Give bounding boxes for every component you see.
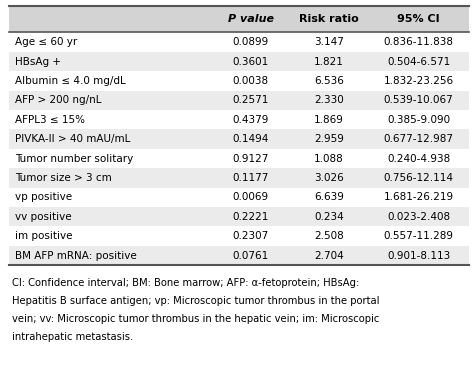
Text: vv positive: vv positive bbox=[15, 212, 72, 222]
Text: 6.639: 6.639 bbox=[314, 192, 344, 202]
Text: Tumor size > 3 cm: Tumor size > 3 cm bbox=[15, 173, 112, 183]
Text: 0.539-10.067: 0.539-10.067 bbox=[384, 95, 454, 105]
Text: 1.821: 1.821 bbox=[314, 57, 344, 66]
Text: vp positive: vp positive bbox=[15, 192, 73, 202]
Text: 0.9127: 0.9127 bbox=[233, 154, 269, 163]
Bar bbox=[9, 32, 469, 52]
Text: Albumin ≤ 4.0 mg/dL: Albumin ≤ 4.0 mg/dL bbox=[15, 76, 126, 86]
Text: HBsAg +: HBsAg + bbox=[15, 57, 61, 66]
Text: 0.2571: 0.2571 bbox=[233, 95, 269, 105]
Text: 6.536: 6.536 bbox=[314, 76, 344, 86]
Text: 1.832-23.256: 1.832-23.256 bbox=[383, 76, 454, 86]
Text: 0.4379: 0.4379 bbox=[233, 115, 269, 125]
Text: BM AFP mRNA: positive: BM AFP mRNA: positive bbox=[15, 251, 137, 260]
Bar bbox=[9, 129, 469, 149]
Text: 0.901-8.113: 0.901-8.113 bbox=[387, 251, 450, 260]
Bar bbox=[9, 226, 469, 246]
Text: 0.0761: 0.0761 bbox=[233, 251, 269, 260]
Text: AFP > 200 ng/nL: AFP > 200 ng/nL bbox=[15, 95, 101, 105]
Text: Risk ratio: Risk ratio bbox=[299, 14, 359, 24]
Text: 0.0069: 0.0069 bbox=[233, 192, 269, 202]
Text: Age ≤ 60 yr: Age ≤ 60 yr bbox=[15, 37, 77, 47]
Bar bbox=[9, 168, 469, 188]
Text: 0.756-12.114: 0.756-12.114 bbox=[383, 173, 454, 183]
Bar bbox=[9, 71, 469, 91]
Bar bbox=[9, 91, 469, 110]
Text: 0.1177: 0.1177 bbox=[233, 173, 269, 183]
Text: 0.1494: 0.1494 bbox=[233, 134, 269, 144]
Bar bbox=[9, 52, 469, 71]
Text: 0.836-11.838: 0.836-11.838 bbox=[383, 37, 454, 47]
Bar bbox=[9, 6, 469, 32]
Text: 1.681-26.219: 1.681-26.219 bbox=[383, 192, 454, 202]
Text: 0.0899: 0.0899 bbox=[233, 37, 269, 47]
Text: 3.147: 3.147 bbox=[314, 37, 344, 47]
Text: 0.677-12.987: 0.677-12.987 bbox=[383, 134, 454, 144]
Text: intrahepatic metastasis.: intrahepatic metastasis. bbox=[12, 332, 133, 342]
Text: Tumor number solitary: Tumor number solitary bbox=[15, 154, 133, 163]
Bar bbox=[9, 188, 469, 207]
Bar bbox=[9, 207, 469, 226]
Text: vein; vv: Microscopic tumor thrombus in the hepatic vein; im: Microscopic: vein; vv: Microscopic tumor thrombus in … bbox=[12, 314, 379, 324]
Text: 0.023-2.408: 0.023-2.408 bbox=[387, 212, 450, 222]
Text: 1.088: 1.088 bbox=[314, 154, 344, 163]
Text: 2.330: 2.330 bbox=[314, 95, 344, 105]
Bar bbox=[9, 246, 469, 265]
Text: PIVKA-II > 40 mAU/mL: PIVKA-II > 40 mAU/mL bbox=[15, 134, 130, 144]
Text: 0.234: 0.234 bbox=[314, 212, 344, 222]
Text: 95% CI: 95% CI bbox=[397, 14, 440, 24]
Text: 0.557-11.289: 0.557-11.289 bbox=[383, 231, 454, 241]
Text: 2.704: 2.704 bbox=[314, 251, 344, 260]
Bar bbox=[9, 110, 469, 129]
Text: 0.2307: 0.2307 bbox=[233, 231, 269, 241]
Text: im positive: im positive bbox=[15, 231, 73, 241]
Text: 0.2221: 0.2221 bbox=[233, 212, 269, 222]
Text: 2.959: 2.959 bbox=[314, 134, 344, 144]
Text: 1.869: 1.869 bbox=[314, 115, 344, 125]
Text: CI: Confidence interval; BM: Bone marrow; AFP: α-fetoprotein; HBsAg:: CI: Confidence interval; BM: Bone marrow… bbox=[12, 278, 359, 288]
Text: 3.026: 3.026 bbox=[314, 173, 344, 183]
Bar bbox=[9, 149, 469, 168]
Text: 0.0038: 0.0038 bbox=[233, 76, 269, 86]
Text: Hepatitis B surface antigen; vp: Microscopic tumor thrombus in the portal: Hepatitis B surface antigen; vp: Microsc… bbox=[12, 296, 379, 306]
Text: 0.3601: 0.3601 bbox=[233, 57, 269, 66]
Text: 0.385-9.090: 0.385-9.090 bbox=[387, 115, 450, 125]
Text: 0.504-6.571: 0.504-6.571 bbox=[387, 57, 450, 66]
Text: AFPL3 ≤ 15%: AFPL3 ≤ 15% bbox=[15, 115, 85, 125]
Text: P value: P value bbox=[228, 14, 274, 24]
Text: 2.508: 2.508 bbox=[314, 231, 344, 241]
Text: 0.240-4.938: 0.240-4.938 bbox=[387, 154, 450, 163]
